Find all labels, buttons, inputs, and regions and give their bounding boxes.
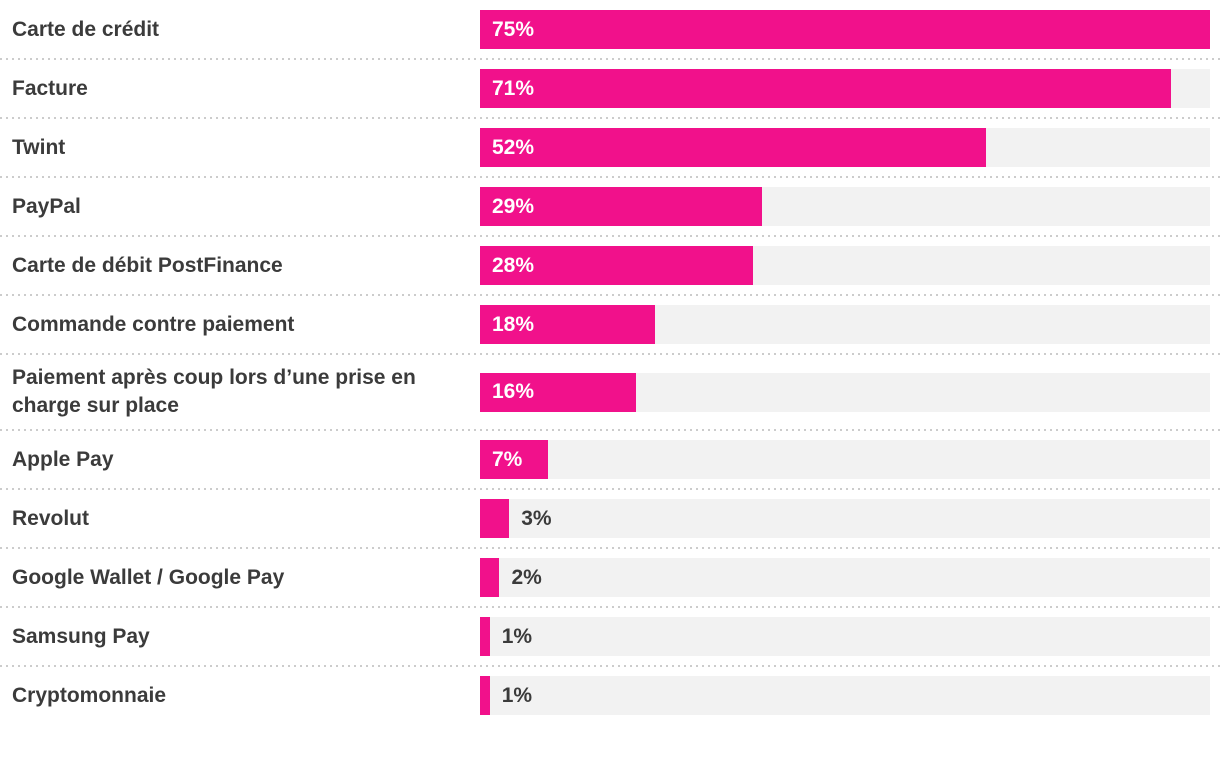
value-label-outside: 1% [501, 683, 533, 707]
bar-track: 2% [480, 558, 1210, 597]
category-label: Carte de crédit [12, 17, 160, 41]
bar-track: 71% [480, 69, 1210, 108]
bar-track: 29% [480, 187, 1210, 226]
bar-track: 1% [480, 676, 1210, 715]
bar [480, 499, 510, 538]
bar [480, 676, 490, 715]
bar-row: Apple Pay 7% [0, 430, 1220, 490]
bar: 29% [480, 187, 763, 226]
category-label: Apple Pay [12, 447, 114, 471]
value-label-inside: 52% [492, 135, 535, 159]
value-label-inside: 75% [492, 17, 535, 41]
payment-methods-bar-chart: Carte de crédit 75% Facture 71% Twint 52… [0, 0, 1220, 725]
category-label: Facture [12, 76, 88, 100]
bar [480, 617, 490, 656]
bar-row: Paiement après coup lors d’une prise en … [0, 354, 1220, 431]
bar-row: Carte de débit PostFinance 28% [0, 236, 1220, 296]
category-label: Carte de débit PostFinance [12, 253, 283, 277]
bar-row: Cryptomonnaie 1% [0, 666, 1220, 725]
bar-track: 16% [480, 372, 1210, 412]
value-label-inside: 28% [492, 253, 535, 277]
bar-track: 3% [480, 499, 1210, 538]
bar: 75% [480, 10, 1210, 49]
bar-track: 75% [480, 10, 1210, 49]
bar-row: Twint 52% [0, 118, 1220, 178]
value-label-outside: 3% [521, 506, 552, 530]
bar-row: Commande contre paiement 18% [0, 295, 1220, 355]
category-label: Samsung Pay [12, 624, 150, 648]
category-label: Commande contre paiement [12, 312, 295, 336]
value-label-inside: 7% [492, 447, 523, 471]
value-label-outside: 1% [501, 624, 533, 648]
bar: 52% [480, 128, 987, 167]
bar [480, 558, 500, 597]
bar-track: 18% [480, 305, 1210, 344]
bar-row: PayPal 29% [0, 177, 1220, 237]
bar: 71% [480, 69, 1172, 108]
category-label: Google Wallet / Google Pay [12, 565, 285, 589]
category-label: Cryptomonnaie [12, 683, 167, 707]
bar-track: 52% [480, 128, 1210, 167]
bar: 28% [480, 246, 753, 285]
category-label: Twint [12, 135, 66, 159]
bar-row: Facture 71% [0, 59, 1220, 119]
bar-row: Carte de crédit 75% [0, 0, 1220, 60]
bar-row: Revolut 3% [0, 489, 1220, 549]
value-label-inside: 18% [492, 312, 535, 336]
value-label-inside: 71% [492, 76, 535, 100]
bar-track: 1% [480, 617, 1210, 656]
bar: 7% [480, 440, 549, 479]
bar-row: Samsung Pay 1% [0, 607, 1220, 667]
bar-row: Google Wallet / Google Pay 2% [0, 548, 1220, 608]
bar-track: 7% [480, 440, 1210, 479]
category-label: Revolut [12, 506, 90, 530]
bar-track: 28% [480, 246, 1210, 285]
category-label: Paiement après coup lors d’une prise en … [12, 366, 416, 417]
value-label-inside: 29% [492, 194, 535, 218]
bar: 18% [480, 305, 656, 344]
value-label-inside: 16% [492, 380, 535, 403]
category-label: PayPal [12, 194, 81, 218]
bar-rows-container: Carte de crédit 75% Facture 71% Twint 52… [0, 0, 1220, 725]
value-label-outside: 2% [511, 565, 542, 589]
bar: 16% [480, 372, 636, 412]
